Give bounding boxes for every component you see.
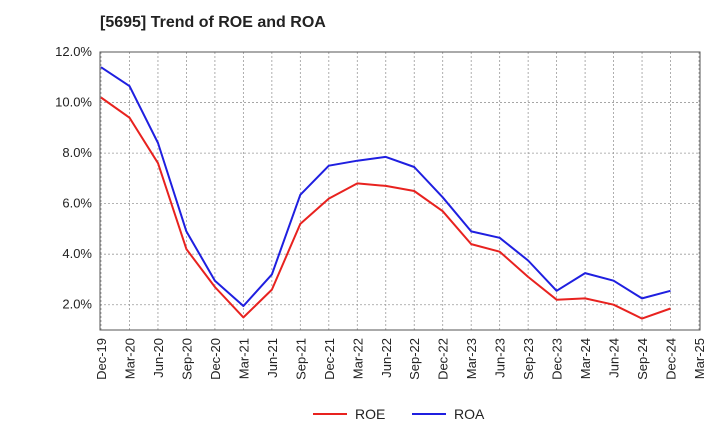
y-tick-label: 8.0% (62, 145, 92, 160)
x-tick-label: Dec-19 (94, 338, 109, 380)
x-tick-label: Mar-20 (122, 338, 137, 379)
x-tick-label: Dec-20 (208, 338, 223, 380)
y-tick-label: 4.0% (62, 246, 92, 261)
x-tick-label: Jun-20 (151, 338, 166, 378)
x-axis: Dec-19 Mar-20 Jun-20 Sep-20 Dec-20 Mar-21 Jun-… (94, 338, 707, 380)
x-tick-label: Jun-22 (379, 338, 394, 378)
series-line-roa (100, 66, 671, 307)
y-tick-label: 6.0% (62, 196, 92, 211)
x-tick-label: Jun-21 (265, 338, 280, 378)
y-tick-label: 2.0% (62, 297, 92, 312)
x-tick-label: Mar-24 (578, 338, 593, 379)
x-tick-label: Mar-22 (350, 338, 365, 379)
legend-label-roe: ROE (355, 406, 385, 422)
x-tick-label: Dec-22 (436, 338, 451, 380)
grid (100, 51, 700, 330)
x-tick-label: Dec-23 (550, 338, 565, 380)
y-tick-label: 12.0% (55, 44, 92, 59)
x-tick-label: Jun-24 (607, 338, 622, 378)
x-tick-label: Mar-25 (692, 338, 707, 379)
series-line-roe (100, 96, 671, 320)
x-tick-label: Sep-23 (521, 338, 536, 380)
chart-title: [5695] Trend of ROE and ROA (100, 14, 326, 31)
x-tick-label: Dec-21 (322, 338, 337, 380)
y-axis: 2.0% 4.0% 6.0% 8.0% 10.0% 12.0% (55, 44, 92, 312)
x-tick-label: Dec-24 (664, 338, 679, 380)
legend-label-roa: ROA (454, 406, 485, 422)
legend: ROE ROA (313, 406, 485, 422)
x-tick-label: Mar-21 (236, 338, 251, 379)
x-tick-label: Sep-21 (293, 338, 308, 380)
series-lines (100, 66, 671, 320)
x-tick-label: Mar-23 (464, 338, 479, 379)
x-tick-label: Sep-22 (407, 338, 422, 380)
x-tick-label: Sep-20 (179, 338, 194, 380)
x-tick-label: Sep-24 (635, 338, 650, 380)
plot-area (99, 51, 701, 331)
x-tick-label: Jun-23 (493, 338, 508, 378)
y-tick-label: 10.0% (55, 95, 92, 110)
